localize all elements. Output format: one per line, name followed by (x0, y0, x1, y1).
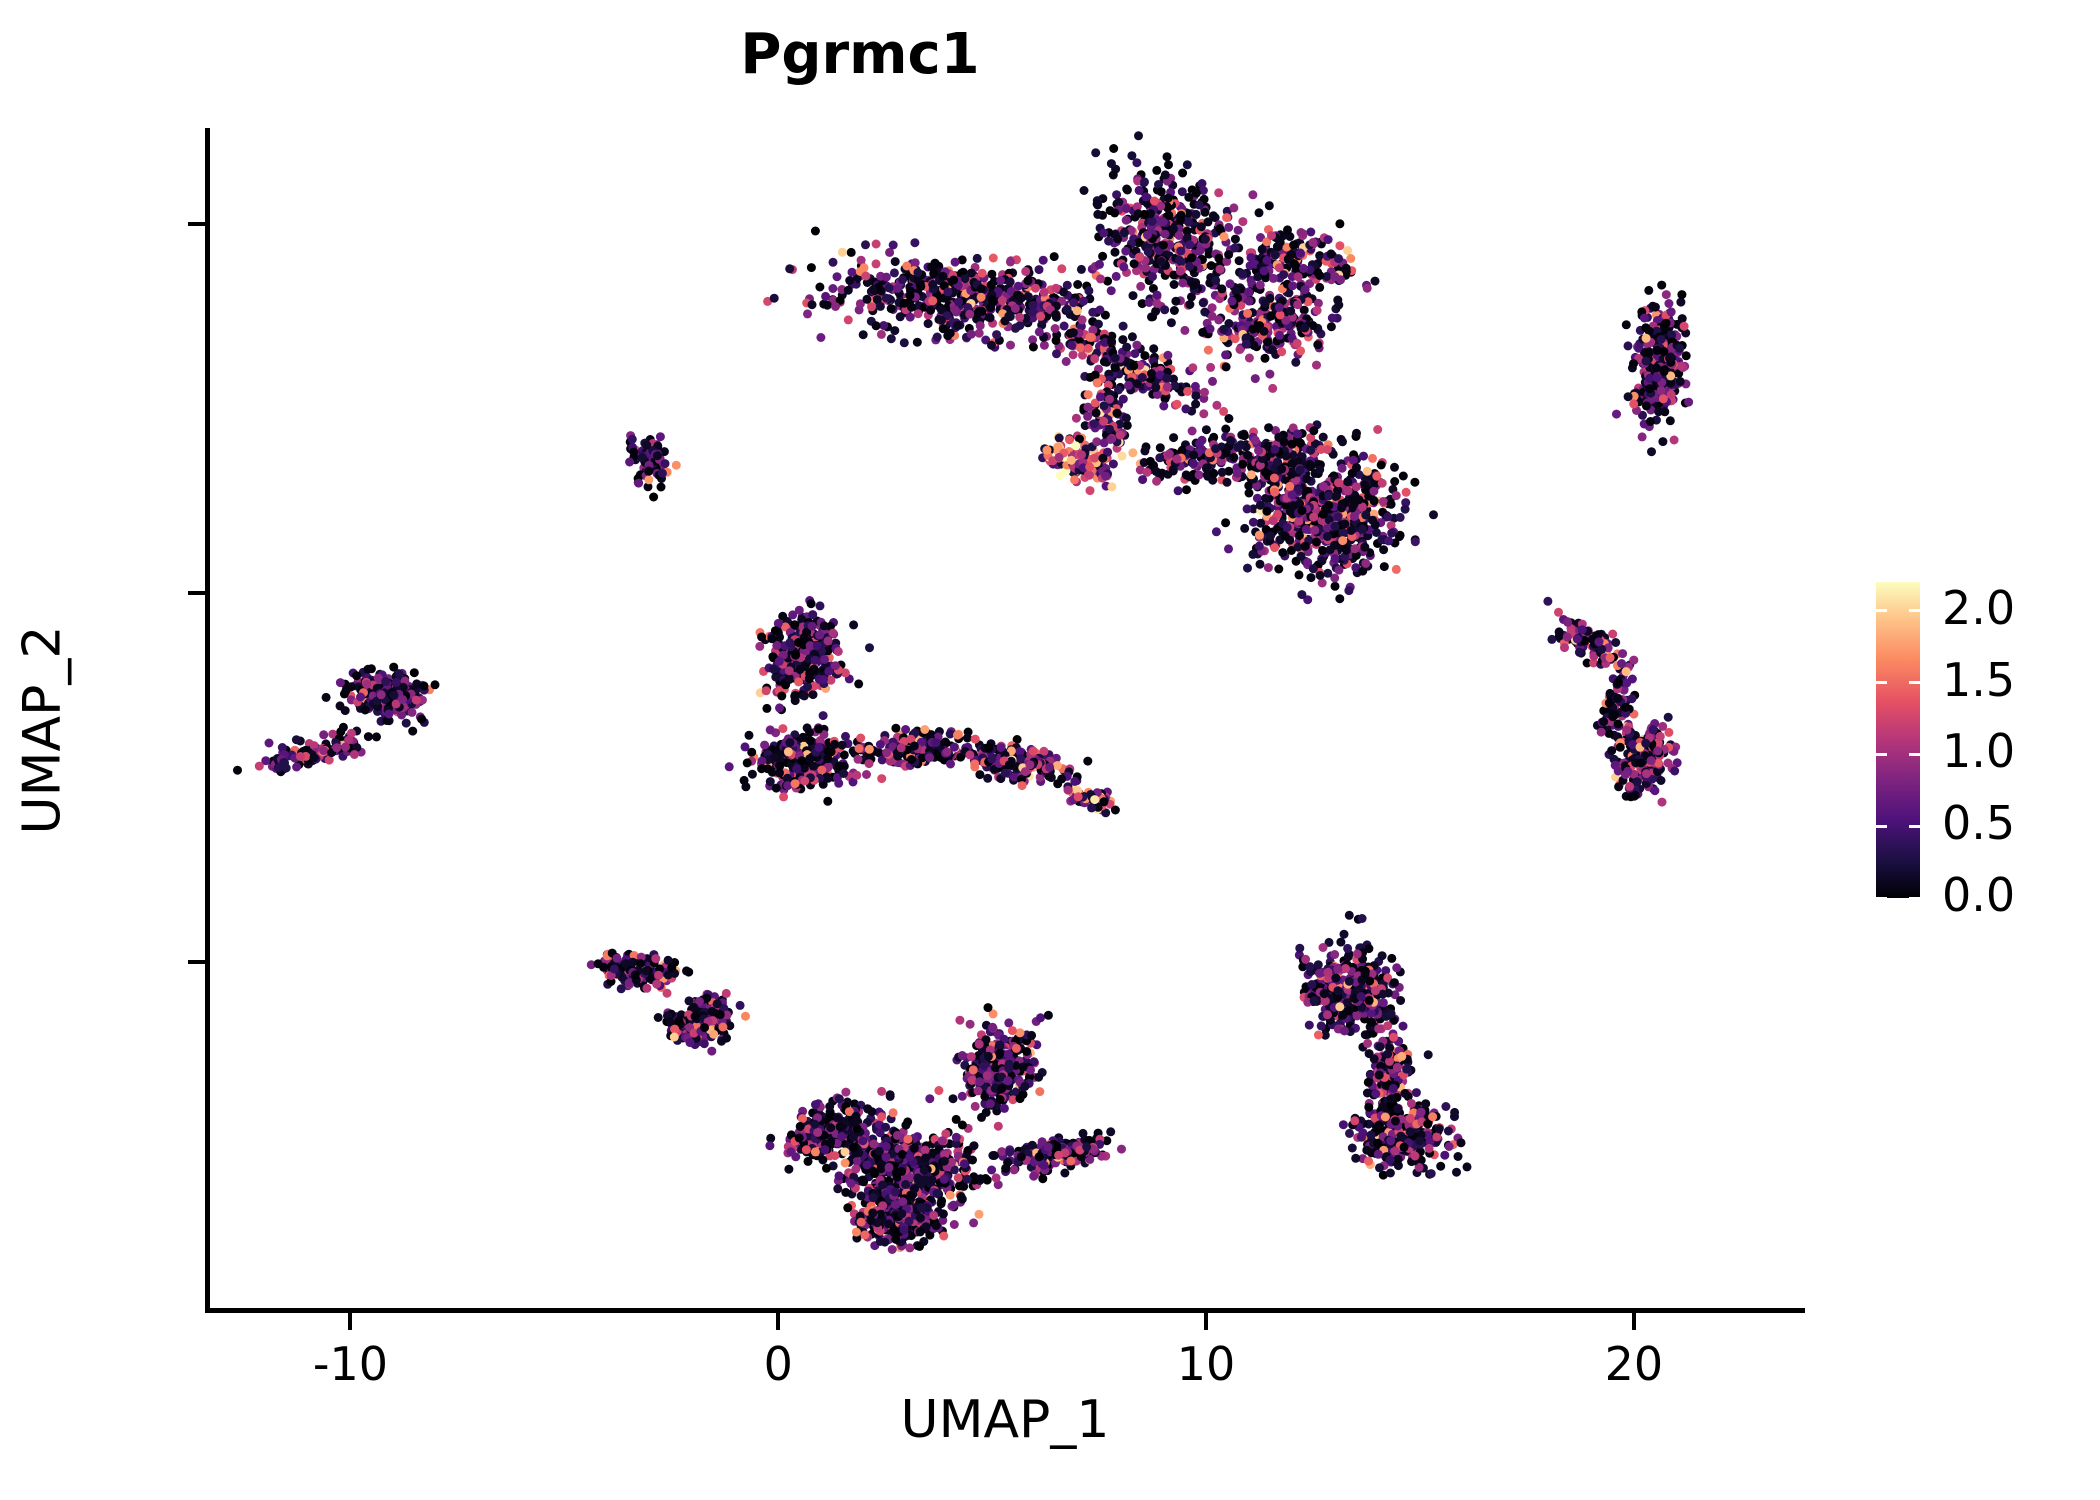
scatter-point (846, 247, 856, 257)
scatter-point (988, 253, 998, 263)
scatter-point (1006, 340, 1015, 350)
scatter-point (1057, 264, 1067, 274)
scatter-point (828, 257, 838, 267)
scatter-point (769, 293, 779, 303)
scatter-point (1049, 252, 1059, 262)
scatter-point (861, 240, 870, 250)
scatter-point (972, 253, 982, 263)
scatter-point (816, 333, 826, 342)
scatter-point (822, 300, 832, 310)
scatter-point (895, 312, 905, 322)
scatter-point (1023, 292, 1033, 302)
scatter-point (987, 269, 997, 279)
scatter-point (1028, 342, 1038, 352)
scatter-point (910, 238, 920, 248)
scatter-point (912, 337, 922, 347)
scatter-plot-area (205, 128, 1805, 1313)
scatter-point (885, 247, 895, 257)
scatter-point (879, 321, 889, 330)
scatter-point (1028, 335, 1038, 345)
page-title: Pgrmc1 (740, 22, 980, 87)
scatter-point (957, 255, 967, 265)
scatter-point (815, 282, 825, 292)
scatter-point (889, 268, 899, 278)
scatter-point (890, 257, 900, 267)
scatter-point (890, 326, 900, 336)
scatter-point (806, 263, 816, 273)
scatter-point (876, 329, 886, 339)
scatter-points-svg (233, 131, 1694, 1254)
scatter-point (810, 226, 820, 236)
scatter-point (871, 259, 881, 269)
scatter-point (1034, 265, 1044, 275)
